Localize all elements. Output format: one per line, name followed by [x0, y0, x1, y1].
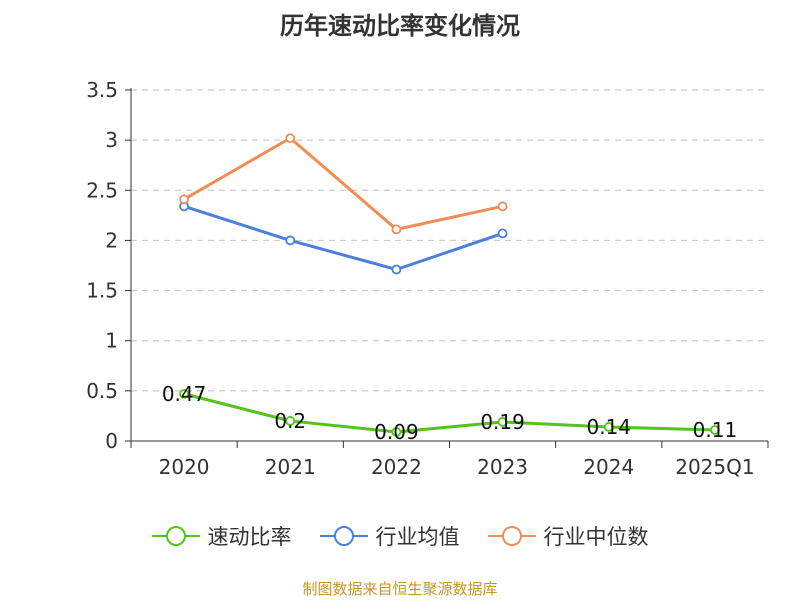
- data-label: 0.09: [374, 420, 419, 444]
- legend-label-quick-ratio: 速动比率: [207, 525, 292, 549]
- legend-swatch-industry-median: [487, 526, 536, 546]
- data-point: [497, 417, 508, 427]
- data-point: [710, 425, 720, 435]
- data-label: 0.11: [693, 418, 738, 442]
- series-0: 0.47 0.2 0.09 0.19 0.14 0.11: [162, 382, 737, 444]
- data-point: [391, 427, 402, 437]
- legend-swatch-quick-ratio: [151, 526, 200, 546]
- x-tick-label: 2021: [265, 455, 316, 479]
- data-point: [285, 133, 296, 144]
- series-1: [179, 201, 508, 275]
- data-source-note: 制图数据来自恒生聚源数据库: [302, 580, 498, 598]
- data-point: [179, 388, 189, 399]
- data-point: [497, 201, 508, 212]
- data-point: [603, 422, 614, 432]
- series-line: [183, 204, 504, 272]
- chart-legend: 速动比率 行业均值 行业中位数: [0, 521, 800, 551]
- y-tick-label: 1.5: [86, 279, 118, 303]
- x-tick-label: 2024: [583, 455, 634, 479]
- y-tick-label: 3.5: [86, 78, 118, 102]
- legend-label-industry-median: 行业中位数: [543, 525, 649, 549]
- x-tick-label: 2022: [371, 455, 422, 479]
- y-tick-label: 0.5: [86, 379, 118, 403]
- data-label: 0.47: [162, 382, 207, 406]
- x-tick-label: 2025Q1: [675, 455, 754, 479]
- series-line: [183, 392, 715, 434]
- y-tick-label: 2: [105, 228, 118, 252]
- legend-item-quick-ratio[interactable]: 速动比率: [151, 521, 292, 551]
- series-line: [183, 136, 503, 231]
- y-tick-label: 3: [105, 128, 118, 152]
- x-tick-label: 2020: [159, 455, 210, 479]
- data-point: [497, 228, 508, 239]
- legend-swatch-industry-mean: [319, 526, 368, 546]
- legend-item-industry-mean[interactable]: 行业均值: [319, 521, 460, 551]
- data-point: [285, 416, 296, 426]
- data-label: 0.2: [274, 409, 306, 433]
- x-tick-label: 2023: [477, 455, 528, 479]
- legend-label-industry-mean: 行业均值: [375, 525, 460, 549]
- y-tick-label: 1: [105, 329, 118, 353]
- data-point: [285, 235, 296, 246]
- legend-item-industry-median[interactable]: 行业中位数: [487, 521, 649, 551]
- data-label: 0.19: [480, 410, 525, 434]
- data-point: [391, 264, 402, 275]
- data-point: [391, 224, 402, 235]
- data-label: 0.14: [586, 415, 631, 439]
- y-tick-label: 0: [105, 429, 118, 453]
- y-tick-label: 2.5: [86, 178, 118, 202]
- series-2: [179, 133, 508, 235]
- data-point: [179, 194, 189, 205]
- chart-title: 历年速动比率变化情况: [280, 12, 520, 40]
